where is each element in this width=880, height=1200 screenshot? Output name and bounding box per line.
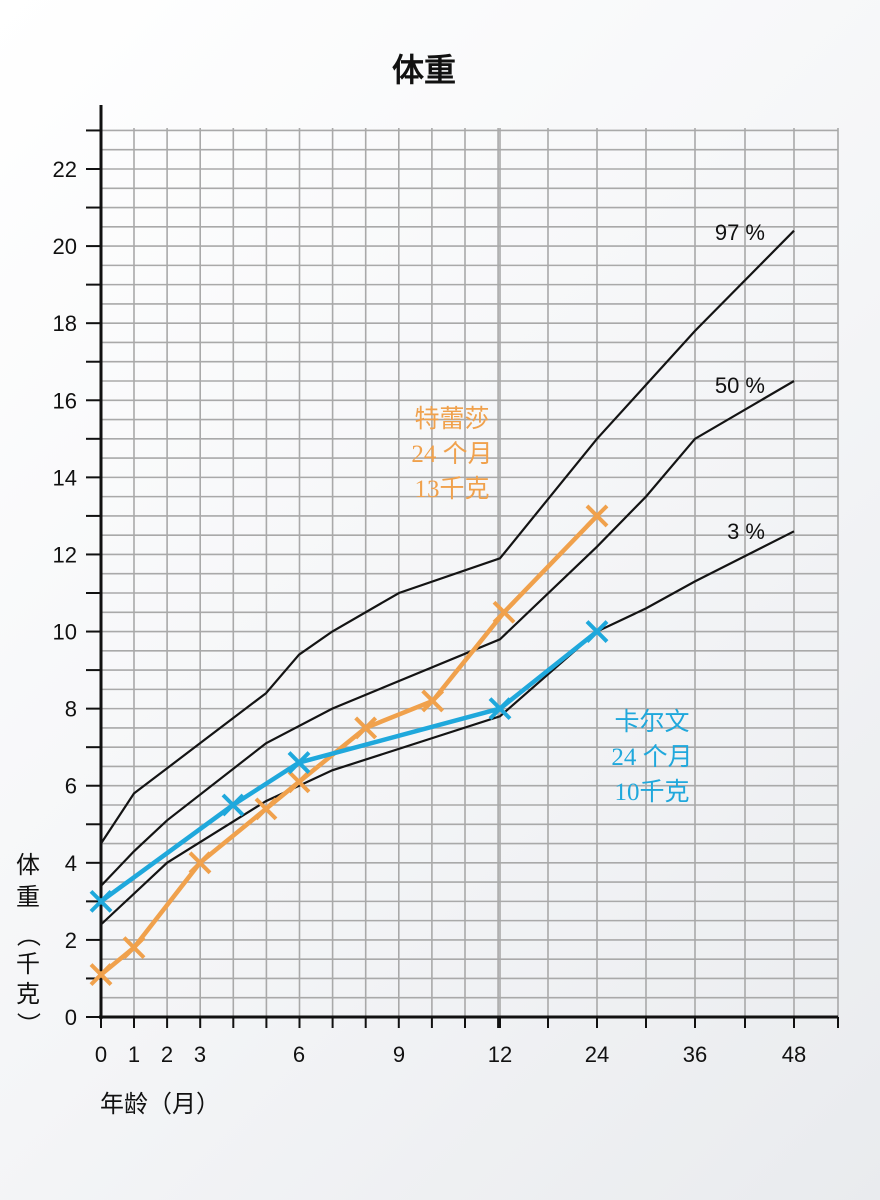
grid	[101, 128, 839, 1017]
y-axis-label-char: ）	[14, 1012, 42, 1036]
y-tick-label: 16	[53, 388, 77, 413]
data-point-marker	[89, 889, 113, 913]
series-annotation: 24 个月	[411, 441, 492, 468]
series-annotation: 卡尔文	[614, 708, 689, 736]
y-axis-label-char: 千	[16, 950, 40, 978]
axes	[86, 105, 839, 1028]
percentile-curves: 97 % 50 % 3 %	[100, 220, 795, 926]
y-tick-label: 22	[53, 157, 77, 182]
y-tick-label: 20	[53, 234, 77, 259]
x-tick-label: 3	[194, 1042, 206, 1067]
x-tick-label: 36	[683, 1042, 707, 1067]
y-axis-label-char: （	[14, 923, 42, 947]
data-point-marker	[287, 770, 311, 794]
x-tick-label: 12	[488, 1042, 512, 1067]
percentile-label: 3 %	[727, 519, 765, 544]
x-axis-label: 年龄（月）	[100, 1090, 220, 1118]
y-tick-label: 0	[65, 1005, 77, 1030]
chart-title: 体重	[392, 51, 456, 89]
x-tick-label: 1	[128, 1042, 140, 1067]
data-point-marker	[287, 751, 311, 775]
percentile-label: 50 %	[715, 373, 765, 398]
data-point-marker	[492, 600, 516, 624]
y-tick-label: 6	[65, 774, 77, 799]
y-tick-label: 2	[65, 928, 77, 953]
series-calvin: 卡尔文 24 个月 10千克	[89, 620, 693, 913]
data-point-marker	[421, 689, 445, 713]
x-tick-label: 9	[393, 1042, 405, 1067]
series-annotation: 24 个月	[611, 744, 692, 771]
x-tick-label: 24	[585, 1042, 609, 1067]
data-point-marker	[122, 936, 146, 960]
data-point-marker	[221, 793, 245, 817]
x-tick-label: 2	[161, 1042, 173, 1067]
data-point-marker	[188, 851, 212, 875]
y-tick-label: 8	[65, 697, 77, 722]
y-tick-label: 12	[53, 542, 77, 567]
percentile-label: 97 %	[715, 220, 765, 245]
x-tick-label: 48	[782, 1042, 806, 1067]
series-annotation: 10千克	[614, 778, 689, 806]
data-point-marker	[89, 963, 113, 987]
data-point-marker	[585, 504, 609, 528]
data-point-marker	[254, 797, 278, 821]
data-point-marker	[488, 697, 512, 721]
y-tick-label: 10	[53, 620, 77, 645]
y-axis-label-char: 体	[16, 851, 40, 879]
y-tick-label: 14	[53, 465, 77, 490]
y-tick-label: 4	[65, 851, 77, 876]
series-annotation: 特蕾莎	[414, 405, 489, 433]
data-point-marker	[354, 716, 378, 740]
percentile-curve-line	[100, 530, 795, 926]
percentile-curve-line	[100, 380, 795, 887]
series-teresa: 特蕾莎 24 个月 13千克	[89, 405, 609, 987]
axis-labels: 体重 （ 千克 ） 年龄（月）	[14, 851, 220, 1118]
x-tick-label: 6	[293, 1042, 305, 1067]
y-axis-label-char: 克	[16, 980, 40, 1008]
y-tick-label: 18	[53, 311, 77, 336]
percentile-curve-line	[100, 229, 795, 845]
y-axis-label-char: 重	[16, 883, 40, 911]
data-point-marker	[585, 620, 609, 643]
x-tick-label: 0	[95, 1042, 107, 1067]
series-line	[99, 514, 599, 977]
series-annotation: 13千克	[414, 475, 489, 503]
